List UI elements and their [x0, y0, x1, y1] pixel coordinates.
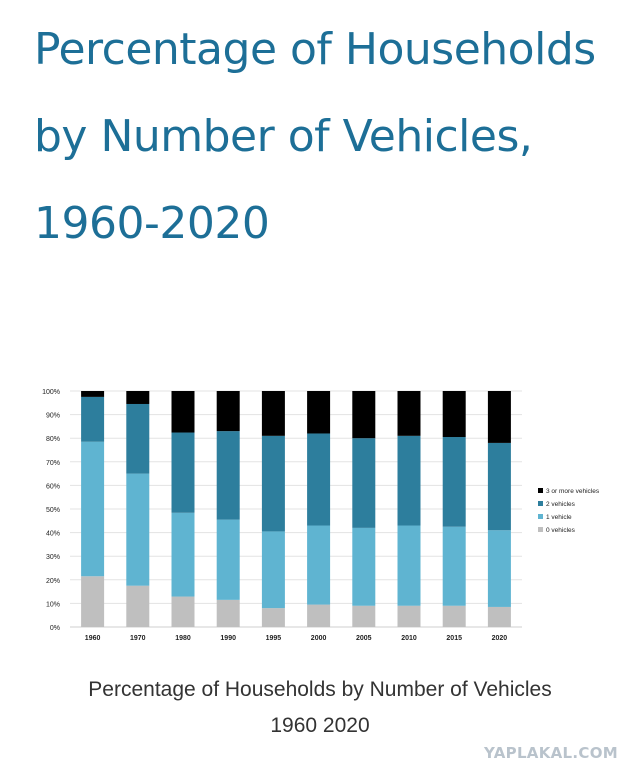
bar-segment [216, 519, 240, 600]
y-axis-ticks: 0% 10% 20% 30% 40% 50% 60% 70% 80% 90% 100% [42, 389, 60, 632]
legend-label: 0 vehicles [546, 527, 576, 534]
legend-label: 3 or more vehicles [546, 488, 600, 495]
legend-label: 1 vehicle [546, 514, 572, 521]
bar-segment [126, 391, 150, 404]
figure-caption: Percentage of Households by Number of Ve… [0, 672, 640, 744]
bar-segment [81, 391, 105, 397]
y-tick-label: 70% [46, 460, 60, 467]
x-tick-label: 2010 [401, 635, 417, 642]
bar-segment [216, 599, 240, 627]
legend-swatch [538, 527, 543, 532]
bar-segment [171, 596, 195, 627]
bar-segment [442, 526, 466, 606]
bar-segment [126, 585, 150, 627]
bar-segment [352, 527, 376, 606]
legend-label: 2 vehicles [546, 501, 576, 508]
bar-segment [307, 604, 331, 627]
bar-segment [171, 391, 195, 433]
bar-segment [442, 605, 466, 627]
x-tick-label: 1960 [85, 635, 101, 642]
chart-headline: Percentage of Households by Number of Ve… [34, 24, 596, 249]
bar-segment [352, 391, 376, 439]
y-tick-label: 0% [50, 625, 60, 632]
bar-segment [352, 438, 376, 528]
bar-segment [171, 432, 195, 513]
bar-segment [126, 403, 150, 474]
y-tick-label: 90% [46, 413, 60, 420]
y-tick-label: 20% [46, 578, 60, 585]
caption-line-1: Percentage of Households by Number of Ve… [88, 678, 552, 701]
x-tick-label: 1990 [220, 635, 236, 642]
bar-segment [81, 576, 105, 627]
bar-segment [352, 605, 376, 627]
bar-segment [216, 431, 240, 520]
bar-segment [261, 435, 285, 532]
stacked-bar-chart: 0%10%20%30%40%50%60%70%80%90%100% 1960 19… [42, 389, 600, 642]
x-tick-label: 1995 [266, 635, 282, 642]
watermark: YAPLAKAL.COM [484, 744, 618, 762]
y-tick-label: 50% [46, 507, 60, 514]
y-tick-label: 30% [46, 554, 60, 561]
bar-segment [126, 473, 150, 586]
bar-segment [261, 531, 285, 609]
bar-segment [442, 437, 466, 527]
bar-segment [261, 391, 285, 436]
x-tick-label: 2005 [356, 635, 372, 642]
bar-segment [397, 605, 421, 627]
bar-segment [307, 525, 331, 605]
x-tick-label: 1980 [175, 635, 191, 642]
bar-segment [487, 606, 511, 627]
y-tick-label: 40% [46, 531, 60, 538]
bar-segment [307, 433, 331, 526]
legend-swatch [538, 501, 543, 506]
bar-segment [487, 442, 511, 531]
bar-segment [397, 435, 421, 526]
y-tick-label: 10% [46, 601, 60, 608]
bars [81, 391, 511, 627]
caption-line-2: 1960 2020 [270, 714, 370, 737]
bar-segment [81, 396, 105, 442]
bar-segment [487, 530, 511, 607]
bar-segment [397, 391, 421, 436]
x-tick-label: 1970 [130, 635, 146, 642]
y-tick-label: 80% [46, 436, 60, 443]
bar-segment [397, 525, 421, 606]
legend: 3 or more vehicles 2 vehicles 1 vehicle 0 v… [538, 488, 600, 534]
bar-segment [307, 391, 331, 434]
bar-segment [442, 391, 466, 438]
bar-segment [216, 391, 240, 432]
x-tick-label: 2015 [446, 635, 462, 642]
legend-swatch [538, 514, 543, 519]
y-tick-label: 100% [42, 389, 60, 396]
x-axis-ticks: 1960 1970 1980 1990 1995 2000 2005 2010 2015 2020 [85, 635, 507, 642]
bar-segment [81, 441, 105, 577]
legend-swatch [538, 488, 543, 493]
bar-segment [171, 512, 195, 597]
bar-segment [487, 391, 511, 443]
x-tick-label: 2000 [311, 635, 327, 642]
bar-segment [261, 608, 285, 627]
y-tick-label: 60% [46, 483, 60, 490]
x-tick-label: 2020 [492, 635, 508, 642]
